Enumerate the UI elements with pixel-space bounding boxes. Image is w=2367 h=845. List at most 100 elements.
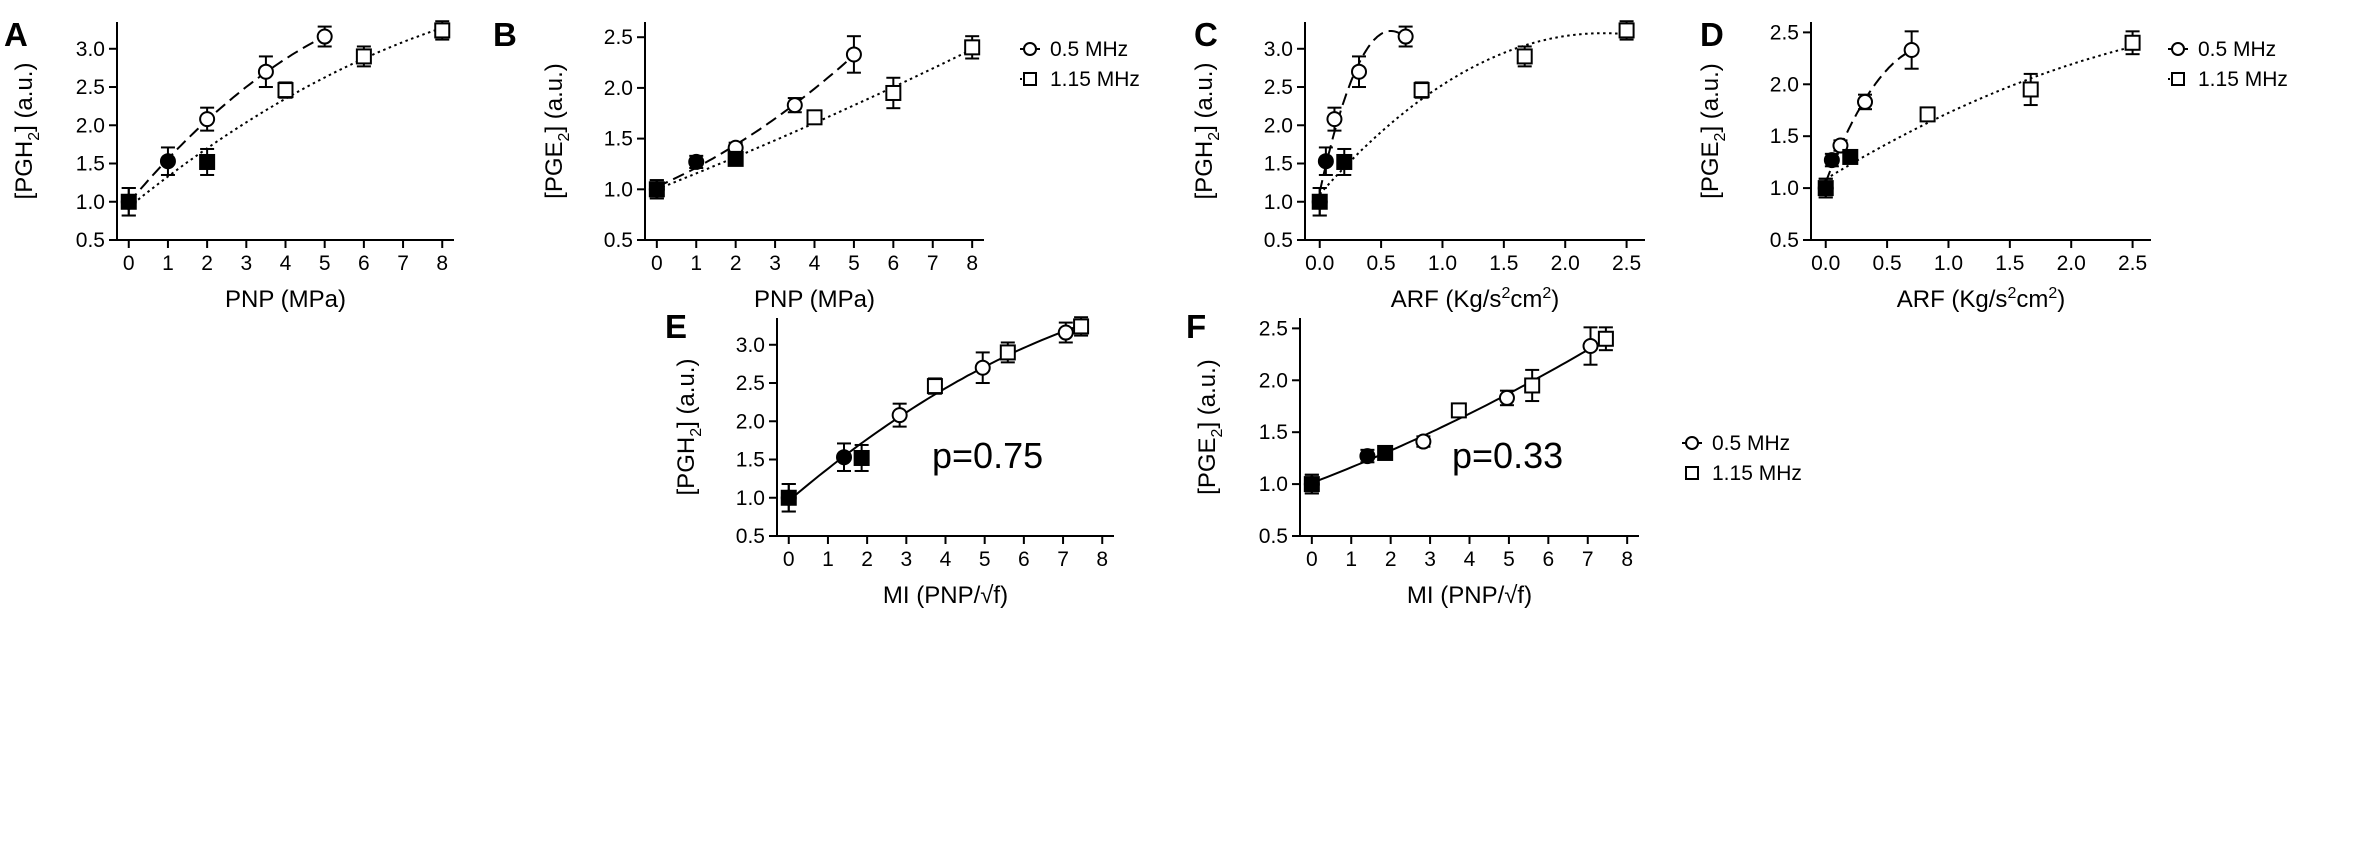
x-tick-label: 2 [201, 252, 213, 275]
y-tick-label: 1.0 [1259, 473, 1288, 496]
data-point-square [780, 489, 797, 506]
data-point-square [1450, 402, 1467, 419]
legend-marker-circle [1023, 42, 1037, 56]
panel-letter: C [1194, 16, 1218, 53]
y-tick-label: 2.5 [736, 372, 765, 395]
y-tick-label: 0.5 [736, 525, 765, 548]
data-point-square [727, 150, 744, 167]
x-tick-label: 1 [1345, 548, 1357, 571]
x-tick-label: 0 [123, 252, 135, 275]
data-point-square [1618, 22, 1635, 39]
data-point-square [1842, 148, 1859, 165]
x-tick-label: 0 [651, 252, 663, 275]
x-tick-label: 5 [979, 548, 991, 571]
data-point-square [964, 39, 981, 56]
data-point-circle [1857, 93, 1874, 110]
data-point-circle [1823, 152, 1840, 169]
x-tick-label: 4 [809, 252, 821, 275]
y-tick-label: 3.0 [736, 334, 765, 357]
data-point-square [1303, 476, 1320, 493]
y-tick-label: 2.5 [604, 26, 633, 49]
panel-e: E 0.5 1.0 1.5 2.0 2.5 3.0 0 1 2 3 4 5 6 7 8 MI (PNP/√f) [… [665, 308, 1114, 609]
y-tick-label: 1.5 [604, 128, 633, 151]
x-tick-label: 7 [927, 252, 939, 275]
data-point-circle [1351, 63, 1368, 80]
y-tick-label: 0.5 [1770, 229, 1799, 252]
legend-label: 0.5 MHz [1050, 38, 1128, 61]
y-axis-title: [PGE2] (a.u.) [1697, 63, 1729, 199]
legend-label: 1.15 MHz [1050, 68, 1140, 91]
data-point-circle [974, 359, 991, 376]
x-axis-title: MI (PNP/√f) [883, 582, 1008, 609]
x-axis-title: ARF (Kg/s2cm2) [1391, 285, 1560, 313]
x-axis-title: PNP (MPa) [754, 286, 875, 313]
y-tick-label: 2.0 [604, 77, 633, 100]
y-axis-title: [PGH2] (a.u.) [11, 63, 43, 200]
legend: 0.5 MHz 1.15 MHz [1682, 432, 1802, 485]
y-axis-title: [PGE2] (a.u.) [1194, 359, 1226, 495]
x-tick-label: 6 [358, 252, 370, 275]
data-point-square [1817, 180, 1834, 197]
legend-marker-square [2171, 72, 2185, 86]
data-point-square [2124, 34, 2141, 51]
data-point-circle [836, 449, 853, 466]
x-tick-label: 3 [240, 252, 252, 275]
data-point-circle [1326, 111, 1343, 128]
x-tick-label: 2 [861, 548, 873, 571]
panel-letter: E [665, 308, 687, 345]
x-tick-label: 3 [1424, 548, 1436, 571]
data-point-square [1311, 193, 1328, 210]
x-tick-label: 4 [940, 548, 952, 571]
data-point-square [434, 22, 451, 39]
x-tick-label: 3 [900, 548, 912, 571]
panel-f: F 0.5 1.0 1.5 2.0 2.5 0 1 2 3 4 5 6 7 8 MI (PNP/√f) [PGE… [1186, 308, 1802, 609]
y-tick-label: 0.5 [1264, 229, 1293, 252]
x-tick-label: 0.0 [1305, 252, 1334, 275]
x-tick-label: 7 [1582, 548, 1594, 571]
x-tick-label: 1 [162, 252, 174, 275]
y-tick-label: 1.0 [1264, 191, 1293, 214]
data-point-square [1413, 82, 1430, 99]
y-tick-label: 1.5 [1259, 421, 1288, 444]
fit-line-series-1 [656, 54, 855, 188]
y-tick-label: 1.0 [604, 178, 633, 201]
y-tick-label: 1.5 [1264, 153, 1293, 176]
x-tick-label: 0.5 [1872, 252, 1901, 275]
data-point-square [1377, 444, 1394, 461]
data-point-square [120, 193, 137, 210]
y-axis-title: [PGH2] (a.u.) [1191, 63, 1223, 200]
y-tick-label: 2.5 [1264, 76, 1293, 99]
legend: 0.5 MHz 1.15 MHz [1020, 38, 1140, 91]
x-tick-label: 2 [1385, 548, 1397, 571]
x-tick-label: 2.5 [1612, 252, 1641, 275]
x-tick-label: 8 [1621, 548, 1633, 571]
y-tick-label: 2.0 [1264, 114, 1293, 137]
x-tick-label: 0.0 [1811, 252, 1840, 275]
y-tick-label: 0.5 [1259, 525, 1288, 548]
x-tick-label: 8 [966, 252, 978, 275]
panel-letter: B [493, 16, 517, 53]
data-point-circle [1057, 324, 1074, 341]
panel-a: A 0.5 1.0 1.5 2.0 2.5 3.0 0 1 2 3 4 5 6 7 8 PNP (MPa) [PG… [4, 16, 454, 313]
x-tick-label: 2 [730, 252, 742, 275]
x-tick-label: 1 [822, 548, 834, 571]
data-point-square [806, 109, 823, 126]
y-tick-label: 1.5 [76, 153, 105, 176]
x-tick-label: 1.5 [1489, 252, 1518, 275]
x-tick-label: 2.0 [1551, 252, 1580, 275]
legend: 0.5 MHz 1.15 MHz [2168, 38, 2288, 91]
data-point-square [1336, 153, 1353, 170]
data-point-circle [1317, 153, 1334, 170]
x-axis-title: PNP (MPa) [225, 286, 346, 313]
data-point-circle [257, 63, 274, 80]
y-tick-label: 1.5 [736, 449, 765, 472]
y-tick-label: 0.5 [604, 229, 633, 252]
x-tick-label: 6 [1542, 548, 1554, 571]
fit-line-series-1 [128, 35, 326, 204]
y-tick-label: 2.0 [1259, 369, 1288, 392]
y-tick-label: 2.5 [76, 76, 105, 99]
panel-letter: A [4, 16, 28, 53]
x-tick-label: 8 [1096, 548, 1108, 571]
y-tick-label: 3.0 [1264, 38, 1293, 61]
